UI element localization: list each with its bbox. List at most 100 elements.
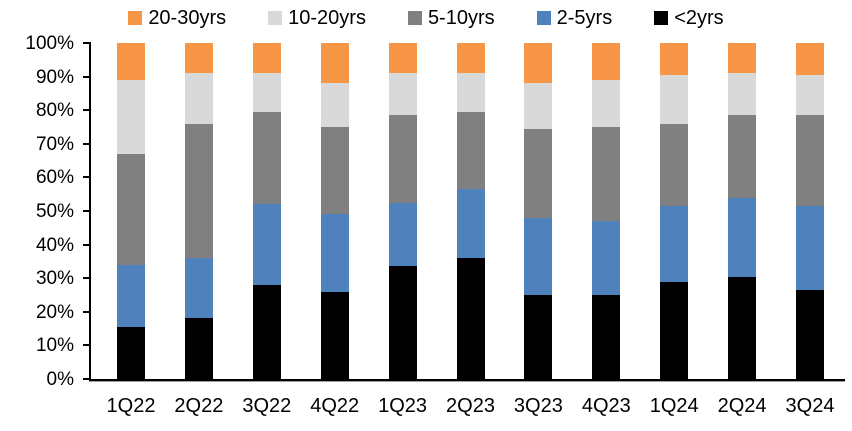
bar-segment	[592, 126, 621, 222]
bar-segment	[320, 83, 349, 127]
y-axis-label: 70%	[35, 133, 74, 155]
bar-segment	[524, 83, 553, 129]
bar-segment	[728, 43, 757, 74]
y-axis-label: 50%	[35, 201, 74, 222]
y-axis-tick	[83, 344, 90, 347]
y-axis-tick	[83, 243, 90, 246]
bar-segment	[796, 289, 824, 379]
bar-column	[796, 43, 824, 379]
bar-column	[388, 43, 417, 379]
bar-segment	[388, 266, 417, 379]
bar-column	[184, 43, 213, 379]
bar-segment	[456, 111, 485, 190]
y-axis-tick	[83, 42, 90, 44]
bar-segment	[320, 43, 349, 84]
y-axis-label: 100%	[25, 33, 74, 54]
bar-segment	[456, 73, 485, 112]
legend-swatch-icon	[654, 11, 669, 25]
bar-segment	[117, 326, 145, 379]
bar-column	[117, 43, 145, 379]
bar-segment	[184, 318, 213, 379]
bar-segment	[184, 258, 213, 319]
bar-column	[660, 43, 689, 379]
bar-segment	[592, 79, 621, 127]
bar-segment	[252, 204, 281, 285]
bar-segment	[796, 205, 824, 290]
bar-segment	[388, 43, 417, 74]
bar-segment	[728, 73, 757, 116]
bar-segment	[524, 43, 553, 84]
bar-segment	[524, 294, 553, 379]
bar-column	[592, 43, 621, 379]
x-axis-label: 4Q22	[310, 395, 360, 417]
bar-segment	[456, 258, 485, 379]
legend-label: 10-20yrs	[288, 7, 366, 29]
y-axis-label: 60%	[35, 167, 74, 189]
bar-segment	[252, 111, 281, 205]
bar-column	[252, 43, 281, 379]
y-axis-line	[89, 42, 91, 381]
y-axis-label: 0%	[46, 369, 74, 390]
bar-segment	[388, 73, 417, 116]
y-axis-tick	[83, 109, 90, 112]
legend-label: 20-30yrs	[148, 7, 227, 29]
y-axis-label: 90%	[35, 66, 74, 88]
bar-segment	[320, 291, 349, 379]
legend-swatch-icon	[407, 11, 422, 25]
bar-segment	[592, 294, 621, 379]
legend-item: 2-5yrs	[536, 8, 612, 28]
bar-segment	[320, 214, 349, 292]
x-axis-label: 3Q24	[785, 395, 835, 417]
bar-segment	[728, 276, 757, 379]
bar-segment	[184, 73, 213, 124]
x-axis-label: 2Q24	[717, 395, 767, 417]
y-axis-tick	[83, 142, 90, 145]
y-axis-tick	[83, 378, 90, 380]
bar-segment	[796, 74, 824, 116]
bar-segment	[184, 43, 213, 74]
x-axis-line	[89, 379, 845, 382]
bar-segment	[660, 123, 689, 206]
bar-segment	[252, 284, 281, 379]
y-axis-label: 10%	[35, 335, 74, 357]
bar-segment	[252, 43, 281, 74]
y-axis-tick	[83, 176, 90, 179]
x-axis-label: 4Q23	[581, 395, 631, 417]
y-axis-label: 20%	[35, 301, 74, 323]
y-axis-tick	[83, 310, 90, 313]
legend-item: 20-30yrs	[128, 8, 226, 28]
bar-column	[320, 43, 349, 379]
bar-segment	[388, 202, 417, 267]
bar-segment	[252, 73, 281, 112]
y-axis-label: 80%	[35, 100, 74, 122]
bar-segment	[320, 126, 349, 215]
x-axis-label: 1Q24	[649, 395, 699, 417]
bar-column	[456, 43, 485, 379]
legend-item: 10-20yrs	[268, 8, 366, 28]
bar-segment	[117, 43, 145, 80]
bar-column	[524, 43, 553, 379]
y-axis-label: 30%	[35, 268, 74, 290]
y-axis-label: 40%	[35, 234, 74, 256]
bar-segment	[524, 217, 553, 295]
bar-segment	[456, 189, 485, 258]
bar-segment	[592, 221, 621, 295]
y-axis-tick	[83, 75, 90, 78]
bar-segment	[184, 123, 213, 259]
y-axis-tick	[83, 210, 90, 212]
bar-segment	[117, 153, 145, 265]
bar-segment	[117, 79, 145, 154]
bar-segment	[592, 43, 621, 80]
bar-segment	[388, 115, 417, 203]
bar-segment	[524, 128, 553, 218]
bar-segment	[456, 43, 485, 74]
bar-segment	[728, 115, 757, 198]
legend-item: <2yrs	[654, 8, 724, 28]
bar-column	[728, 43, 757, 379]
x-axis-label: 2Q23	[446, 395, 495, 417]
x-axis-label: 1Q22	[106, 395, 156, 417]
x-axis-label: 1Q23	[378, 395, 428, 417]
y-axis-tick	[83, 277, 90, 280]
legend-item: 5-10yrs	[407, 8, 495, 28]
